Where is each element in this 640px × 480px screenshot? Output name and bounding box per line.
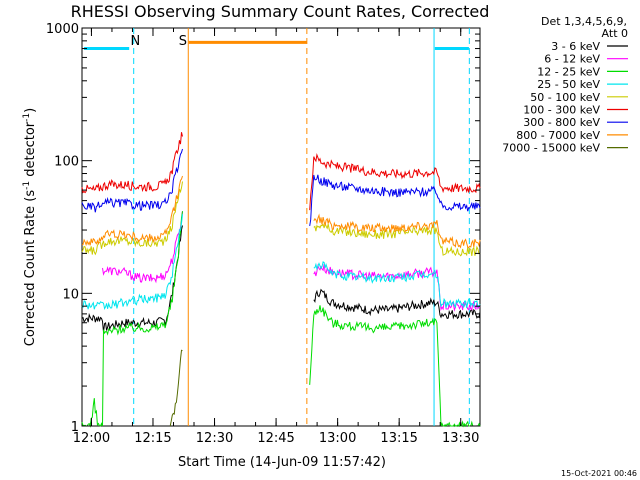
series-7-seg2 bbox=[309, 174, 481, 226]
y-tick-label: 100 bbox=[54, 155, 79, 170]
series-6-seg2 bbox=[309, 152, 481, 211]
series-7-seg1 bbox=[81, 148, 183, 213]
legend-header-detectors: Det 1,3,4,5,6,9, bbox=[541, 15, 627, 28]
legend-header-attenuator: Att 0 bbox=[602, 27, 628, 40]
series-8-seg2 bbox=[313, 213, 481, 249]
status-bars bbox=[84, 40, 469, 51]
status-vlines bbox=[133, 28, 470, 426]
annotation-s: S bbox=[179, 34, 187, 49]
legend-label: 6 - 12 keV bbox=[544, 53, 600, 66]
legend-label: 800 - 7000 keV bbox=[516, 129, 600, 142]
legend-label: 25 - 50 keV bbox=[537, 78, 600, 91]
series-2-seg2 bbox=[313, 263, 481, 312]
series-2-seg1 bbox=[102, 211, 183, 284]
chart-title: RHESSI Observing Summary Count Rates, Co… bbox=[71, 2, 490, 21]
legend-label: 3 - 6 keV bbox=[551, 40, 600, 53]
series-4-seg2 bbox=[313, 261, 481, 309]
legend-label: 12 - 25 keV bbox=[537, 65, 600, 78]
series-1-seg1 bbox=[81, 225, 183, 333]
y-axis-label: Corrected Count Rate (s-1 detector-1) bbox=[22, 108, 38, 346]
series-3-seg2 bbox=[309, 305, 481, 428]
series-6-seg1 bbox=[81, 132, 183, 194]
series-8-seg1 bbox=[81, 175, 183, 247]
legend-label: 300 - 800 keV bbox=[523, 116, 600, 129]
plot-frame bbox=[81, 27, 481, 427]
timestamp: 15-Oct-2021 00:46 bbox=[561, 469, 637, 478]
series-5-seg1 bbox=[81, 181, 183, 256]
x-tick-label: 12:30 bbox=[196, 431, 233, 446]
x-tick-label: 12:15 bbox=[134, 431, 171, 446]
x-axis: 12:00 12:15 12:30 12:45 13:00 13:15 13:30 bbox=[73, 28, 479, 446]
annotation-n: N bbox=[130, 34, 140, 49]
x-tick-label: 13:30 bbox=[442, 431, 479, 446]
y-tick-label: 10 bbox=[62, 287, 79, 302]
x-axis-label: Start Time (14-Jun-09 11:57:42) bbox=[178, 455, 386, 470]
series-9-seg1 bbox=[169, 349, 183, 427]
series-1-seg2 bbox=[313, 288, 481, 320]
y-axis: 1 10 100 1000 bbox=[46, 22, 480, 435]
legend-label: 7000 - 15000 keV bbox=[502, 142, 600, 155]
x-tick-label: 13:00 bbox=[319, 431, 356, 446]
series-lines bbox=[81, 132, 481, 428]
legend-label: 50 - 100 keV bbox=[530, 91, 600, 104]
legend-label: 100 - 300 keV bbox=[523, 104, 600, 117]
y-tick-label: 1 bbox=[71, 420, 79, 435]
x-tick-label: 12:00 bbox=[73, 431, 110, 446]
series-3-seg1 bbox=[81, 211, 183, 428]
x-tick-label: 12:45 bbox=[257, 431, 294, 446]
series-4-seg1 bbox=[81, 214, 183, 311]
y-tick-label: 1000 bbox=[46, 22, 79, 37]
x-tick-label: 13:15 bbox=[380, 431, 417, 446]
